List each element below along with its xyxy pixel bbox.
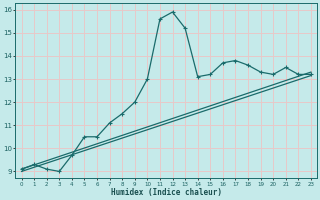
X-axis label: Humidex (Indice chaleur): Humidex (Indice chaleur)	[111, 188, 222, 197]
